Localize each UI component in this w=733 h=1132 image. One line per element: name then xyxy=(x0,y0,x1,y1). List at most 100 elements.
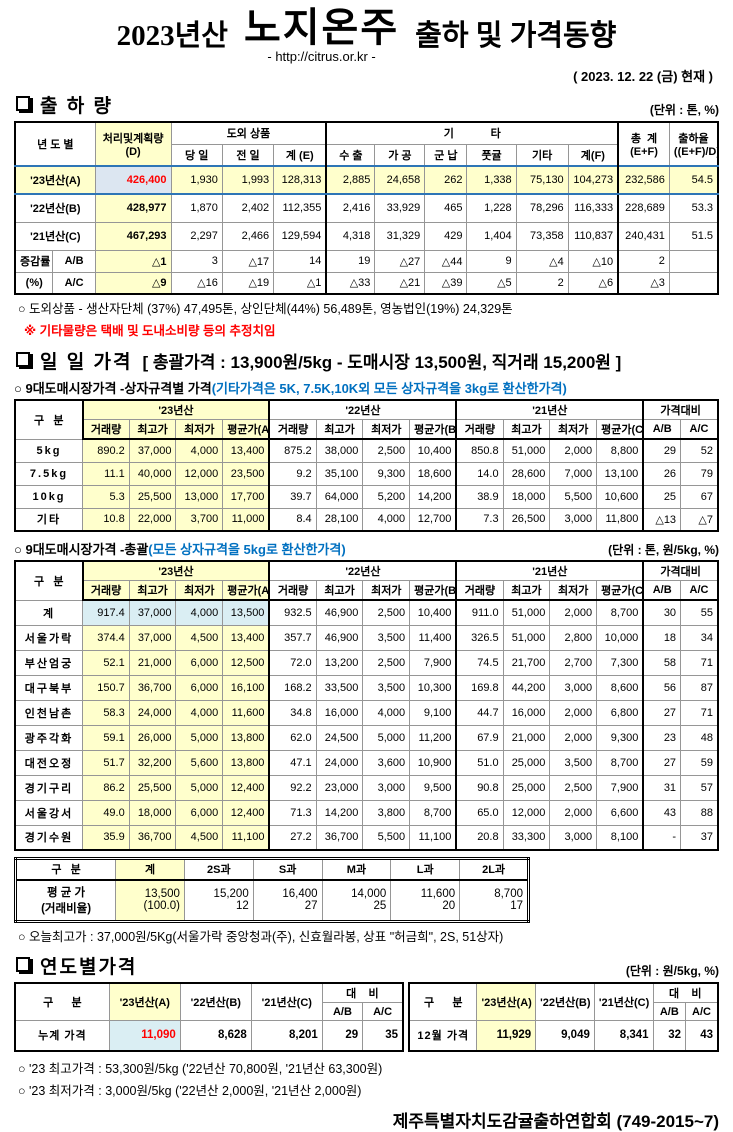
col-header-ab: A/B xyxy=(652,1002,687,1021)
col-header: 거래량 xyxy=(82,419,130,440)
table-row: 증감률 A/B △1 3 △17 14 19 △27 △44 9 △4 △10 2 xyxy=(14,249,719,273)
cell: 36,700 xyxy=(315,824,364,851)
cell: 374.4 xyxy=(82,624,130,651)
cell: 932.5 xyxy=(268,599,317,626)
cell: 39.7 xyxy=(268,484,317,509)
cell: 7.3 xyxy=(455,507,504,532)
table-row: 7.5kg 11.1 40,000 12,000 23,500 9.2 35,100 9,30… xyxy=(14,461,719,486)
row-label: A/C xyxy=(52,271,96,295)
cell: 9,300 xyxy=(362,461,411,486)
cell: △21 xyxy=(374,271,426,295)
row-label: 부산엄궁 xyxy=(14,649,83,676)
col-group-y21: '21년산 xyxy=(455,560,645,581)
cell: △33 xyxy=(325,271,376,295)
cell: 75,130 xyxy=(515,165,569,195)
cell: 232,586 xyxy=(617,165,670,195)
document-title: 2023년산 노지온주 - http://citrus.or.kr - 출하 및… xyxy=(14,8,719,65)
cell: 8,201 xyxy=(250,1020,323,1051)
cell: 65.0 xyxy=(455,799,504,826)
table-row: 5kg 890.2 37,000 4,000 13,400 875.2 38,000 2,50… xyxy=(14,438,719,463)
cell: 4,000 xyxy=(175,438,224,463)
cell: 357.7 xyxy=(268,624,317,651)
cell: 28,100 xyxy=(315,507,364,532)
col-header-ac: A/C xyxy=(685,1002,719,1021)
row-label: 7.5kg xyxy=(14,461,83,486)
cell: 38,000 xyxy=(315,438,364,463)
col-header-total: 계 xyxy=(115,858,185,881)
cell: 6,000 xyxy=(175,649,224,676)
cell: 16,400 27 xyxy=(252,879,323,922)
cell: 46,900 xyxy=(315,599,364,626)
title-url: - http://citrus.or.kr - xyxy=(267,49,376,64)
cell: 2,402 xyxy=(221,193,275,223)
cell: 25,500 xyxy=(128,484,177,509)
box-price-table: 구 분 '23년산 '22년산 '21년산 가격대비 거래량 최고가 최저가 평… xyxy=(14,399,719,532)
row-label: A/B xyxy=(52,249,96,273)
organization-footer: 제주특별자치도감귤출하연합회 (749-2015~7) xyxy=(392,1111,719,1131)
cell: 20.8 xyxy=(455,824,504,851)
cell: △9 xyxy=(94,271,172,295)
cell: 10,600 xyxy=(596,484,645,509)
row-label: 계 xyxy=(14,599,83,626)
box-price-title: ○ 9대도매시장가격 -상자규격별 가격(기타가격은 5K, 7.5K,10K외… xyxy=(14,381,567,396)
col-header: 최고가 xyxy=(128,580,177,601)
cell: 110,837 xyxy=(567,221,620,251)
cell: 78,296 xyxy=(515,193,569,223)
col-group-outside: 도외 상품 xyxy=(170,121,328,145)
cell: 3,000 xyxy=(362,774,411,801)
cell: 5,500 xyxy=(549,484,598,509)
cell: 2,000 xyxy=(549,799,598,826)
row-label: 증감률 xyxy=(14,249,54,273)
col-header: 당 일 xyxy=(170,143,223,167)
cell: 4,000 xyxy=(175,599,224,626)
cell: 128,313 xyxy=(273,165,328,195)
cell: 23,000 xyxy=(315,774,364,801)
cell: - xyxy=(642,824,682,851)
cell: 9,300 xyxy=(596,724,645,751)
cell: 11,100 xyxy=(409,824,458,851)
cell: △39 xyxy=(424,271,468,295)
col-header: 풋귤 xyxy=(466,143,517,167)
cell: △7 xyxy=(680,507,719,532)
col-header: A/B xyxy=(642,419,682,440)
col-group-y21: '21년산 xyxy=(455,399,645,420)
col-header-gubun: 구 분 xyxy=(14,982,110,1021)
cell: 18,000 xyxy=(128,799,177,826)
cell: 6,800 xyxy=(596,699,645,726)
cell: 56 xyxy=(642,674,682,701)
cell: 2,700 xyxy=(549,649,598,676)
cell: 4,318 xyxy=(325,221,376,251)
cell: 24,000 xyxy=(315,749,364,776)
col-header-2s: 2S과 xyxy=(183,858,254,881)
cell: 112,355 xyxy=(273,193,328,223)
cell: 14,000 25 xyxy=(321,879,392,922)
cell: 11,000 xyxy=(222,507,271,532)
cell: 30 xyxy=(642,599,682,626)
cell: 36,700 xyxy=(128,824,177,851)
col-header: 군 납 xyxy=(424,143,468,167)
col-header: 계 (E) xyxy=(273,143,328,167)
cell xyxy=(668,249,719,273)
size-grade-table: 구 분 계 2S과 S과 M과 L과 2L과 평 균 가 (거래비율) 13,50… xyxy=(14,857,530,923)
cell: 169.8 xyxy=(455,674,504,701)
cell: 104,273 xyxy=(567,165,620,195)
cell: 34.8 xyxy=(268,699,317,726)
cell: 38.9 xyxy=(455,484,504,509)
row-label: 12월 가격 xyxy=(408,1020,478,1051)
col-header: 최저가 xyxy=(549,419,598,440)
cell: 428,977 xyxy=(94,193,172,223)
cell: 33,500 xyxy=(315,674,364,701)
col-header-2l: 2L과 xyxy=(459,858,529,881)
cell: 10,400 xyxy=(409,599,458,626)
cell: 49.0 xyxy=(82,799,130,826)
yearly-cumulative-table: 구 분 '23년산(A) '22년산(B) '21년산(C) 대 비 A/B A… xyxy=(14,982,404,1052)
cell: 11,800 xyxy=(596,507,645,532)
cell: 14 xyxy=(273,249,328,273)
table-row: 서울강서 49.0 18,000 6,000 12,400 71.3 14,200 3,800… xyxy=(14,799,719,826)
cell: 32 xyxy=(652,1020,687,1051)
table-row: 10kg 5.3 25,500 13,000 17,700 39.7 64,000 5,200… xyxy=(14,484,719,509)
cell: 34 xyxy=(680,624,719,651)
cell: 57 xyxy=(680,774,719,801)
table-row: 광주각화 59.1 26,000 5,000 13,800 62.0 24,500 5,000… xyxy=(14,724,719,751)
cell: 2,500 xyxy=(362,438,411,463)
